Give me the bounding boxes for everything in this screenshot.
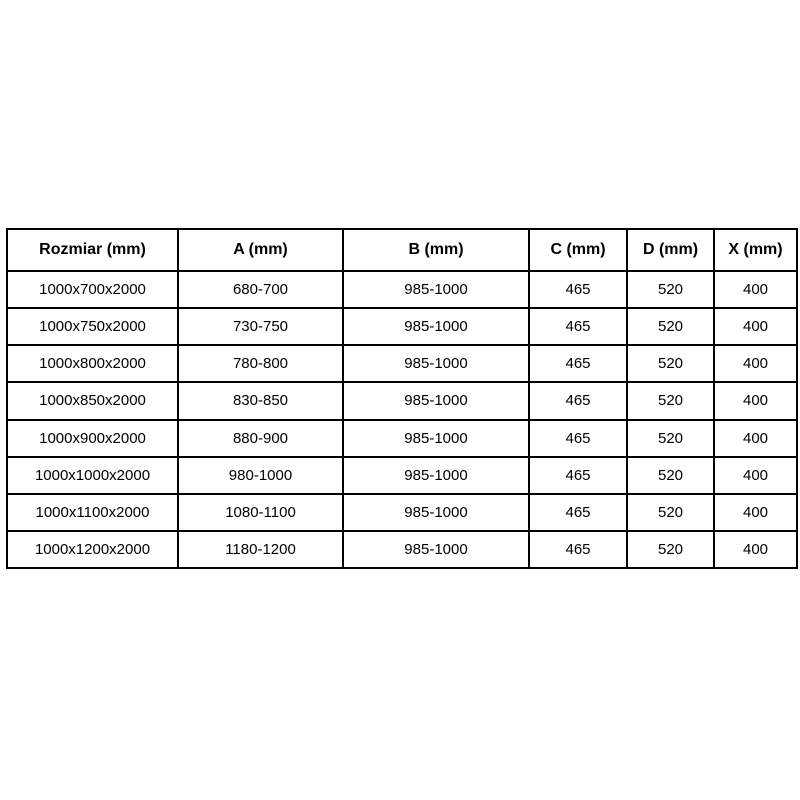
table-row: 1000x1000x2000 980-1000 985-1000 465 520 400 [6,455,798,495]
cell-rozmiar: 1000x900x2000 [6,418,179,458]
cell-a: 730-750 [177,307,344,347]
cell-x: 400 [713,344,798,384]
cell-b: 985-1000 [342,492,530,532]
table-row: 1000x1100x2000 1080-1100 985-1000 465 520 400 [6,492,798,532]
table-row: 1000x900x2000 880-900 985-1000 465 520 400 [6,418,798,458]
cell-d: 520 [626,269,715,310]
cell-d: 520 [626,381,715,421]
cell-x: 400 [713,307,798,347]
cell-b: 985-1000 [342,529,530,570]
cell-rozmiar: 1000x800x2000 [6,344,179,384]
cell-a: 880-900 [177,418,344,458]
column-header-x: X (mm) [713,228,798,272]
cell-c: 465 [528,529,628,570]
cell-b: 985-1000 [342,418,530,458]
cell-c: 465 [528,381,628,421]
cell-c: 465 [528,344,628,384]
cell-rozmiar: 1000x750x2000 [6,307,179,347]
cell-x: 400 [713,381,798,421]
cell-d: 520 [626,492,715,532]
cell-d: 520 [626,344,715,384]
table-row: 1000x750x2000 730-750 985-1000 465 520 400 [6,307,798,347]
header-row: Rozmiar (mm) A (mm) B (mm) C (mm) D (mm) X (m… [6,228,798,272]
cell-a: 680-700 [177,269,344,310]
cell-a: 780-800 [177,344,344,384]
cell-b: 985-1000 [342,455,530,495]
cell-x: 400 [713,455,798,495]
size-table: Rozmiar (mm) A (mm) B (mm) C (mm) D (mm) X (m… [6,228,798,570]
cell-x: 400 [713,418,798,458]
cell-c: 465 [528,418,628,458]
table-row: 1000x700x2000 680-700 985-1000 465 520 400 [6,269,798,310]
cell-rozmiar: 1000x850x2000 [6,381,179,421]
cell-b: 985-1000 [342,307,530,347]
cell-d: 520 [626,455,715,495]
cell-x: 400 [713,269,798,310]
cell-c: 465 [528,455,628,495]
table-row: 1000x1200x2000 1180-1200 985-1000 465 520 400 [6,529,798,570]
table-row: 1000x800x2000 780-800 985-1000 465 520 400 [6,344,798,384]
cell-x: 400 [713,492,798,532]
cell-x: 400 [713,529,798,570]
cell-rozmiar: 1000x700x2000 [6,269,179,310]
column-header-rozmiar: Rozmiar (mm) [6,228,179,272]
table-row: 1000x850x2000 830-850 985-1000 465 520 400 [6,381,798,421]
cell-d: 520 [626,418,715,458]
cell-a: 980-1000 [177,455,344,495]
cell-a: 1180-1200 [177,529,344,570]
cell-d: 520 [626,307,715,347]
cell-c: 465 [528,269,628,310]
cell-rozmiar: 1000x1200x2000 [6,529,179,570]
cell-rozmiar: 1000x1100x2000 [6,492,179,532]
column-header-d: D (mm) [626,228,715,272]
table-body: 1000x700x2000 680-700 985-1000 465 520 400 100… [6,269,798,570]
table-head: Rozmiar (mm) A (mm) B (mm) C (mm) D (mm) X (m… [6,228,798,272]
size-table-container: Rozmiar (mm) A (mm) B (mm) C (mm) D (mm) X (m… [6,228,798,570]
column-header-c: C (mm) [528,228,628,272]
cell-d: 520 [626,529,715,570]
cell-a: 830-850 [177,381,344,421]
cell-b: 985-1000 [342,269,530,310]
cell-rozmiar: 1000x1000x2000 [6,455,179,495]
cell-a: 1080-1100 [177,492,344,532]
column-header-a: A (mm) [177,228,344,272]
cell-c: 465 [528,492,628,532]
column-header-b: B (mm) [342,228,530,272]
cell-b: 985-1000 [342,344,530,384]
cell-b: 985-1000 [342,381,530,421]
cell-c: 465 [528,307,628,347]
